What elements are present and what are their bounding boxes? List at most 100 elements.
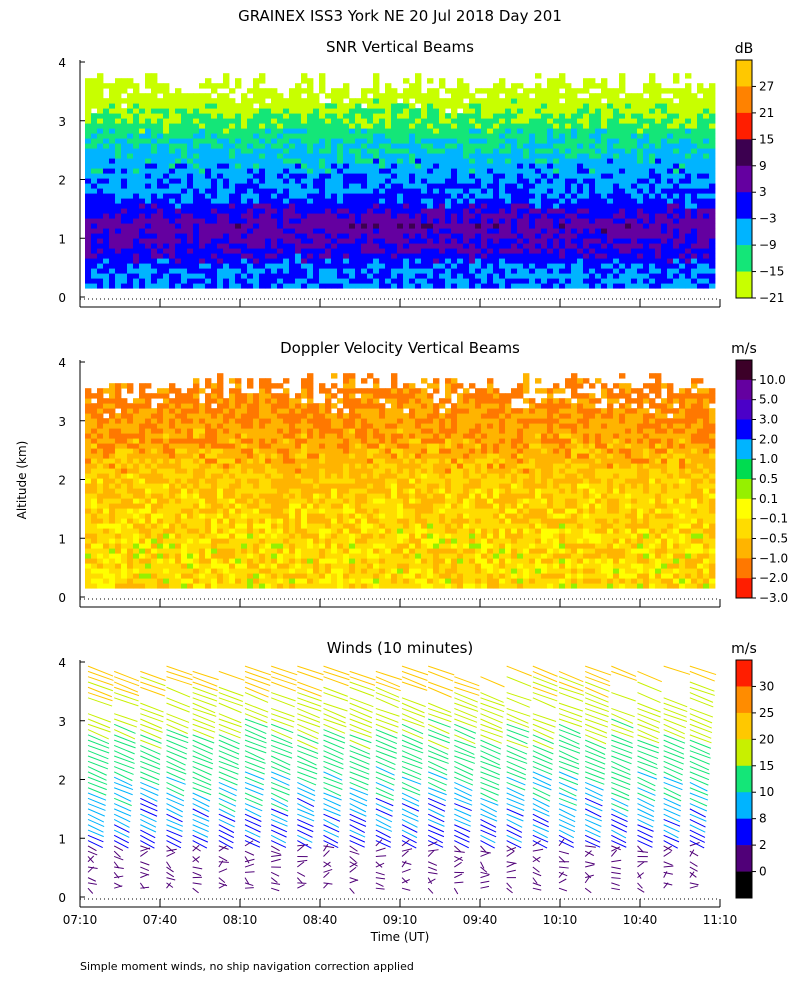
heatmap-cell [673,278,679,283]
heatmap-cell [325,188,331,193]
heatmap-cell [85,178,91,183]
heatmap-cell [385,238,391,243]
heatmap-cell [343,133,349,138]
heatmap-cell [355,103,361,108]
heatmap-cell [517,138,523,143]
heatmap-cell [169,448,175,453]
heatmap-cell [367,148,373,153]
heatmap-cell [553,118,559,123]
heatmap-cell [337,163,343,168]
heatmap-cell [121,98,127,103]
heatmap-cell [121,148,127,153]
heatmap-cell [307,153,313,158]
heatmap-cell [457,238,463,243]
heatmap-cell [133,208,139,213]
heatmap-cell [253,108,259,113]
colorbar-swatch [736,192,752,219]
heatmap-cell [181,438,187,443]
heatmap-cell [487,203,493,208]
heatmap-cell [139,273,145,278]
heatmap-cell [463,228,469,233]
heatmap-cell [697,178,703,183]
heatmap-cell [667,183,673,188]
heatmap-cell [583,163,589,168]
heatmap-cell [301,113,307,118]
heatmap-cell [565,283,571,288]
heatmap-cell [145,243,151,248]
heatmap-cell [517,223,523,228]
heatmap-cell [487,118,493,123]
heatmap-cell [355,198,361,203]
heatmap-cell [439,223,445,228]
heatmap-cell [337,88,343,93]
heatmap-cell [187,203,193,208]
heatmap-cell [109,168,115,173]
heatmap-cell [565,103,571,108]
heatmap-cell [163,413,169,418]
heatmap-cell [181,488,187,493]
heatmap-cell [241,103,247,108]
heatmap-cell [169,158,175,163]
heatmap-cell [121,213,127,218]
heatmap-cell [391,153,397,158]
heatmap-cell [415,113,421,118]
heatmap-cell [259,188,265,193]
heatmap-cell [673,258,679,263]
heatmap-cell [517,143,523,148]
heatmap-cell [631,238,637,243]
heatmap-cell [319,283,325,288]
heatmap-cell [445,193,451,198]
heatmap-cell [391,268,397,273]
heatmap-cell [553,183,559,188]
heatmap-cell [475,158,481,163]
heatmap-cell [169,413,175,418]
heatmap-cell [361,233,367,238]
heatmap-cell [85,583,91,588]
heatmap-cell [109,118,115,123]
heatmap-cell [433,163,439,168]
heatmap-cell [637,188,643,193]
heatmap-cell [619,253,625,258]
heatmap-cell [247,88,253,93]
heatmap-cell [529,103,535,108]
heatmap-cell [415,183,421,188]
heatmap-cell [445,153,451,158]
heatmap-cell [481,178,487,183]
heatmap-cell [529,128,535,133]
heatmap-cell [211,88,217,93]
heatmap-cell [571,258,577,263]
heatmap-cell [241,203,247,208]
heatmap-cell [481,123,487,128]
heatmap-cell [235,78,241,83]
heatmap-cell [145,123,151,128]
heatmap-cell [199,228,205,233]
heatmap-cell [91,238,97,243]
heatmap-cell [463,153,469,158]
heatmap-cell [523,243,529,248]
heatmap-cell [157,503,163,508]
heatmap-cell [157,468,163,473]
heatmap-cell [97,133,103,138]
heatmap-cell [295,163,301,168]
heatmap-cell [85,223,91,228]
heatmap-cell [571,123,577,128]
heatmap-cell [571,168,577,173]
colorbar-swatch [736,86,752,113]
heatmap-cell [235,258,241,263]
heatmap-cell [109,583,115,588]
heatmap-cell [481,203,487,208]
heatmap-cell [547,143,553,148]
heatmap-cell [487,168,493,173]
heatmap-cell [391,158,397,163]
heatmap-cell [535,188,541,193]
heatmap-cell [181,398,187,403]
heatmap-cell [145,443,151,448]
heatmap-cell [103,528,109,533]
heatmap-cell [247,153,253,158]
heatmap-cell [487,283,493,288]
heatmap-cell [205,98,211,103]
heatmap-cell [283,143,289,148]
heatmap-cell [565,193,571,198]
heatmap-cell [427,198,433,203]
heatmap-cell [691,253,697,258]
